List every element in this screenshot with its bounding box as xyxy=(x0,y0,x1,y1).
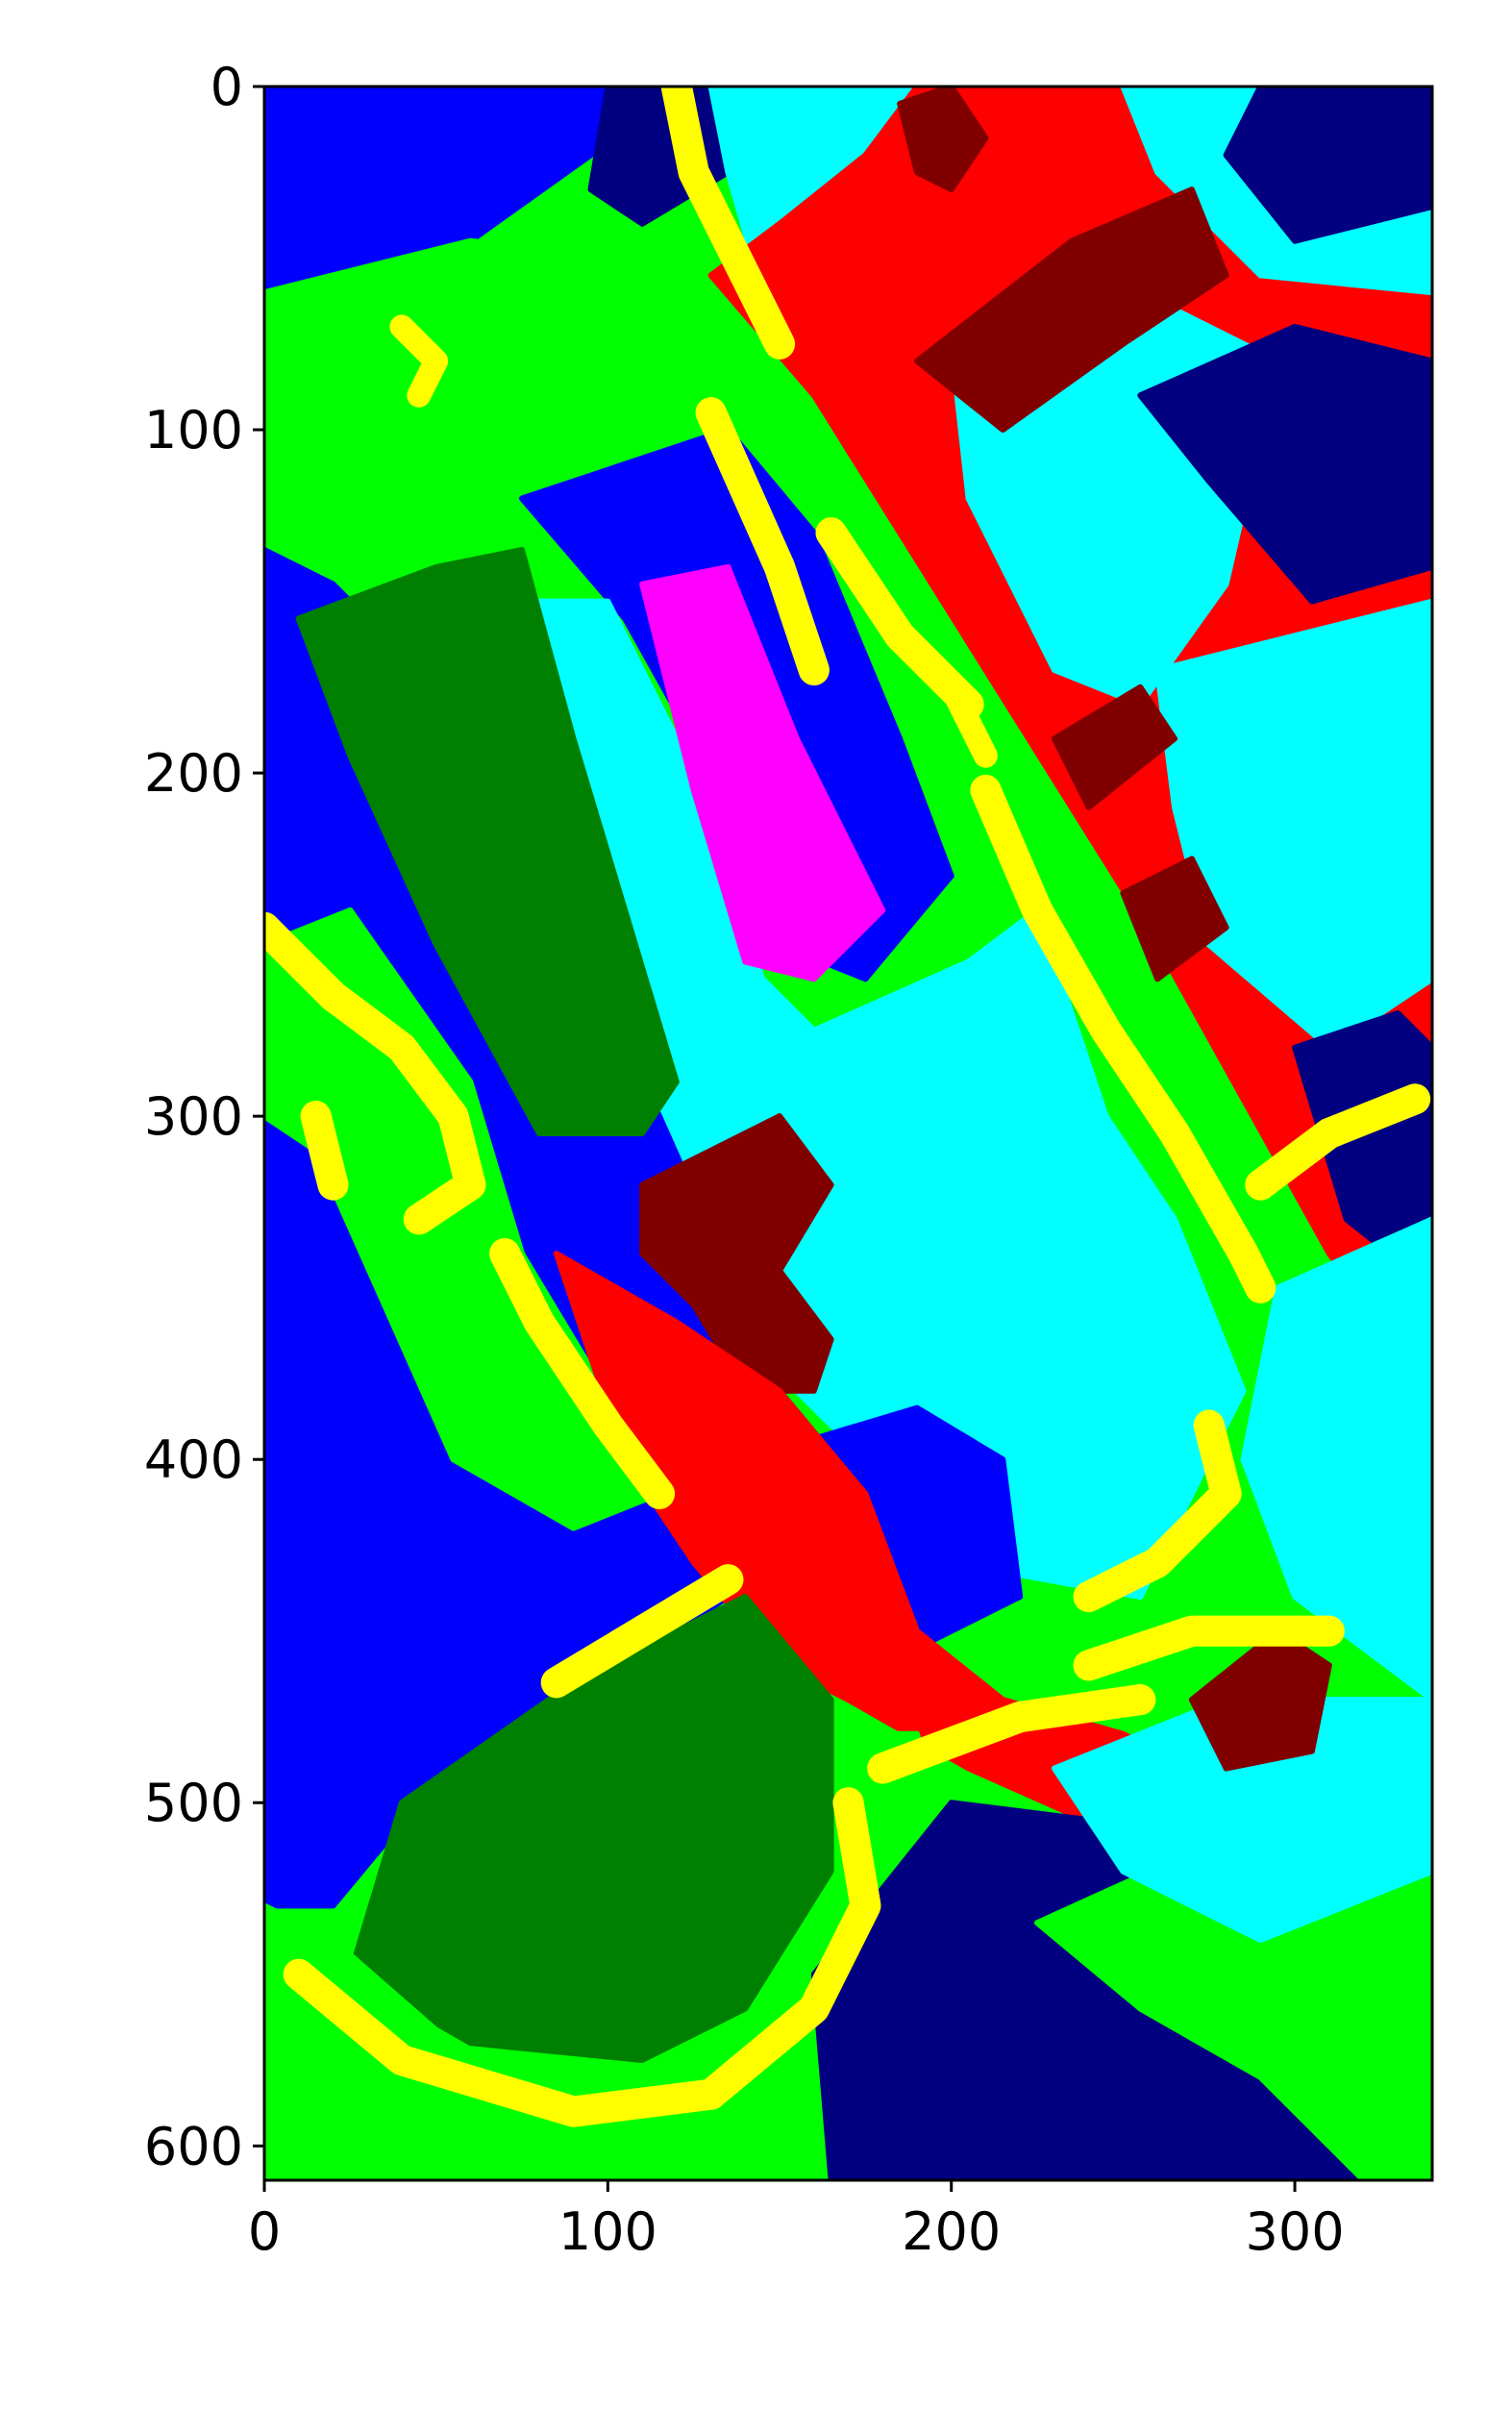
y-tick-label: 200 xyxy=(144,743,243,804)
class-region-maroon xyxy=(914,186,1229,433)
class-region-maroon xyxy=(1120,856,1229,982)
class-region-maroon xyxy=(639,1113,834,1394)
y-tick-label: 600 xyxy=(144,2116,243,2176)
class-stroke-yellow xyxy=(695,397,830,686)
class-stroke-yellow xyxy=(300,1100,349,1201)
class-stroke-yellow xyxy=(867,1683,1156,1784)
class-stroke-yellow xyxy=(264,911,486,1235)
x-tick-label: 200 xyxy=(902,2201,1001,2262)
plot-frame xyxy=(262,85,1434,2182)
classification-map xyxy=(264,87,1432,2180)
y-tick-label: 300 xyxy=(144,1086,243,1147)
x-axis: 0 100 200 300 xyxy=(248,2180,1345,2262)
class-region-maroon xyxy=(1051,683,1177,810)
class-stroke-yellow xyxy=(939,675,998,768)
class-stroke-yellow xyxy=(540,1564,744,1699)
class-stroke-yellow xyxy=(970,774,1277,1304)
y-tick-label: 500 xyxy=(144,1773,243,1833)
x-tick-label: 300 xyxy=(1246,2201,1345,2262)
class-stroke-yellow xyxy=(283,1787,881,2127)
class-region-maroon xyxy=(897,87,989,193)
class-stroke-yellow xyxy=(389,314,449,408)
y-tick-label: 0 xyxy=(211,57,243,117)
class-stroke-yellow xyxy=(1073,1409,1242,1613)
class-region-navy xyxy=(1137,323,1432,605)
y-tick-label: 400 xyxy=(144,1429,243,1490)
class-stroke-yellow xyxy=(660,87,796,360)
y-axis: 0 100 200 300 400 500 600 xyxy=(144,57,264,2176)
class-region-magenta xyxy=(639,563,886,982)
class-region-navy xyxy=(1223,87,1432,244)
class-region-navy xyxy=(1292,1010,1432,1291)
class-stroke-yellow xyxy=(1073,1615,1345,1681)
class-region-green xyxy=(295,547,680,1136)
x-tick-label: 100 xyxy=(558,2201,657,2262)
class-stroke-yellow xyxy=(488,1237,676,1510)
class-region-cyan xyxy=(1154,598,1432,1051)
class-stroke-yellow xyxy=(1245,1083,1431,1201)
x-tick-label: 0 xyxy=(248,2201,281,2262)
class-region-cyan xyxy=(1240,1216,1432,1703)
y-tick-label: 100 xyxy=(144,400,243,460)
